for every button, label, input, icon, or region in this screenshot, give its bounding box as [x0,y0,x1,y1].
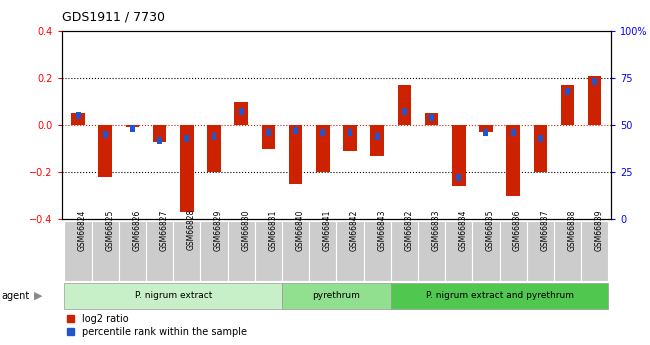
Text: GSM66826: GSM66826 [133,209,142,250]
Bar [391,283,608,309]
Bar [293,127,298,134]
Bar [211,133,216,140]
Bar [511,129,515,136]
Text: GSM66838: GSM66838 [567,209,577,250]
Text: P. nigrum extract: P. nigrum extract [135,291,212,300]
Text: GSM66837: GSM66837 [540,209,549,250]
Bar [374,133,380,140]
Bar [418,221,445,281]
Bar [266,129,271,136]
Bar [398,85,411,125]
Bar [64,283,282,309]
Bar [289,125,302,184]
Bar [554,221,581,281]
Legend: log2 ratio, percentile rank within the sample: log2 ratio, percentile rank within the s… [66,314,247,337]
Bar [370,125,384,156]
Text: GSM66840: GSM66840 [296,209,305,250]
Bar [499,221,526,281]
Bar [146,221,174,281]
Bar [452,125,465,186]
Bar [316,125,330,172]
Text: GSM66833: GSM66833 [432,209,441,250]
Bar [72,113,85,125]
Text: GSM66831: GSM66831 [268,209,278,250]
Text: GSM66830: GSM66830 [241,209,250,250]
Bar [185,135,189,142]
Bar [592,78,597,85]
Bar [64,221,92,281]
Bar [581,221,608,281]
Bar [119,221,146,281]
Text: GSM66828: GSM66828 [187,209,196,250]
Bar [92,221,119,281]
Bar [200,221,227,281]
Bar [157,137,162,144]
Bar [484,129,488,136]
Bar [402,108,407,116]
Bar [98,125,112,177]
Bar [538,135,543,142]
Text: agent: agent [1,291,29,301]
Bar [534,125,547,172]
Bar [479,125,493,132]
Bar [75,112,81,119]
Bar [588,76,601,125]
Bar [561,85,575,125]
Text: GSM66832: GSM66832 [404,209,413,250]
Bar [337,221,363,281]
Bar [429,114,434,121]
Text: GSM66829: GSM66829 [214,209,223,250]
Bar [348,129,352,136]
Text: P. nigrum extract and pyrethrum: P. nigrum extract and pyrethrum [426,291,573,300]
Bar [391,221,418,281]
Text: GSM66836: GSM66836 [513,209,522,250]
Text: ▶: ▶ [34,291,42,301]
Text: GDS1911 / 7730: GDS1911 / 7730 [62,10,164,23]
Bar [282,283,391,309]
Bar [320,129,325,136]
Text: GSM66825: GSM66825 [105,209,114,250]
Text: GSM66839: GSM66839 [595,209,604,250]
Bar [235,101,248,125]
Bar [103,131,108,138]
Bar [363,221,391,281]
Text: GSM66842: GSM66842 [350,209,359,250]
Text: GSM66834: GSM66834 [459,209,468,250]
Bar [239,108,244,116]
Bar [125,125,139,127]
Text: pyrethrum: pyrethrum [313,291,360,300]
Text: GSM66824: GSM66824 [78,209,87,250]
Bar [456,174,461,181]
Bar [153,125,166,141]
Text: GSM66843: GSM66843 [377,209,386,250]
Bar [473,221,499,281]
Bar [255,221,282,281]
Bar [506,125,520,196]
Text: GSM66827: GSM66827 [160,209,168,250]
Bar [174,221,200,281]
Text: GSM66841: GSM66841 [323,209,332,250]
Bar [424,113,438,125]
Bar [309,221,337,281]
Bar [207,125,221,172]
Bar [445,221,473,281]
Bar [227,221,255,281]
Bar [526,221,554,281]
Bar [130,125,135,132]
Bar [261,125,275,149]
Bar [343,125,357,151]
Bar [282,221,309,281]
Text: GSM66835: GSM66835 [486,209,495,250]
Bar [180,125,194,212]
Bar [565,88,570,95]
